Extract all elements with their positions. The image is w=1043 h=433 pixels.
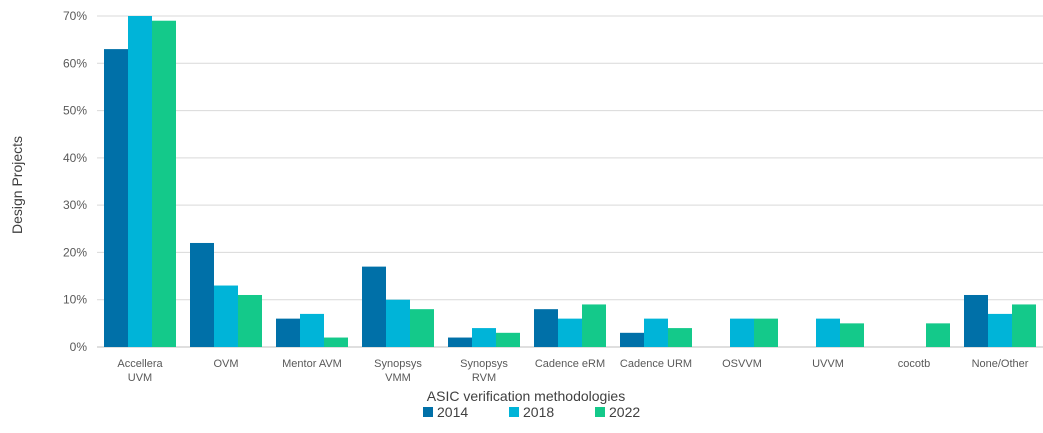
bar-2022 [410,309,434,347]
x-category-label-line: RVM [472,372,496,384]
x-category-label-line: OSVVM [722,358,762,370]
x-category-label: Synopsys VMM [374,358,422,384]
bar-2014 [620,332,644,347]
legend: 2014 2018 2022 [423,404,640,420]
x-category-label-line: UVM [128,372,152,384]
y-tick-label: 70% [63,9,87,23]
x-category-label-line: Cadence URM [620,358,692,370]
legend-swatch [509,407,519,417]
bar-2022 [1012,304,1036,347]
x-category-label-line: Synopsys [460,358,508,370]
legend-label: 2022 [609,404,640,420]
x-category-label-line: None/Other [972,358,1029,370]
x-category-label: Cadence URM [620,358,692,370]
bar-2018 [558,318,582,347]
x-category-label: None/Other [972,358,1029,370]
bar-2014 [276,318,300,347]
bar-2018 [988,313,1012,347]
bar-2022 [324,337,348,347]
legend-swatch [595,407,605,417]
x-axis-title: ASIC verification methodologies [427,388,625,404]
x-category-label-line: Synopsys [374,358,422,370]
bars [104,16,1036,347]
x-category-label-line: VMM [385,372,411,384]
bar-2022 [496,332,520,347]
bar-2022 [926,323,950,347]
y-tick-label: 40% [63,151,87,165]
bar-2018 [214,285,238,347]
bar-2022 [668,328,692,347]
bar-2018 [300,313,324,347]
y-axis-tick-labels: 0% 10% 20% 30% 40% 50% 60% 70% [63,9,87,354]
bar-2018 [816,318,840,347]
bar-2018 [644,318,668,347]
bar-2022 [582,304,606,347]
bar-2014 [362,266,386,347]
y-tick-label: 0% [70,340,88,354]
y-tick-label: 30% [63,198,87,212]
y-tick-label: 50% [63,104,87,118]
y-tick-label: 10% [63,293,87,307]
x-category-label: UVVM [812,358,844,370]
bar-2014 [534,309,558,347]
x-category-label: cocotb [898,358,930,370]
bar-2014 [964,294,988,347]
bar-2014 [448,337,472,347]
legend-swatch [423,407,433,417]
y-tick-label: 60% [63,56,87,70]
x-category-label: OSVVM [722,358,762,370]
bar-2018 [730,318,754,347]
x-category-label: OVM [213,358,238,370]
bar-2022 [238,294,262,347]
x-category-label: Cadence eRM [535,358,605,370]
bar-2022 [152,20,176,347]
x-category-label-line: UVVM [812,358,844,370]
bar-2022 [840,323,864,347]
x-category-label-line: Accellera [117,358,163,370]
x-category-label-line: Cadence eRM [535,358,605,370]
y-tick-label: 20% [63,245,87,259]
y-axis-title: Design Projects [9,136,25,234]
bar-2022 [754,318,778,347]
bar-2014 [190,242,214,347]
x-category-label: Synopsys RVM [460,358,508,384]
bar-2014 [104,49,128,347]
bar-2018 [386,299,410,347]
x-category-label-line: cocotb [898,358,930,370]
x-category-label-line: Mentor AVM [282,358,342,370]
x-category-label-line: OVM [213,358,238,370]
legend-label: 2014 [437,404,468,420]
x-category-label: Accellera UVM [117,358,163,384]
bar-2018 [472,328,496,347]
x-category-label: Mentor AVM [282,358,342,370]
bar-2018 [128,16,152,347]
legend-label: 2018 [523,404,554,420]
